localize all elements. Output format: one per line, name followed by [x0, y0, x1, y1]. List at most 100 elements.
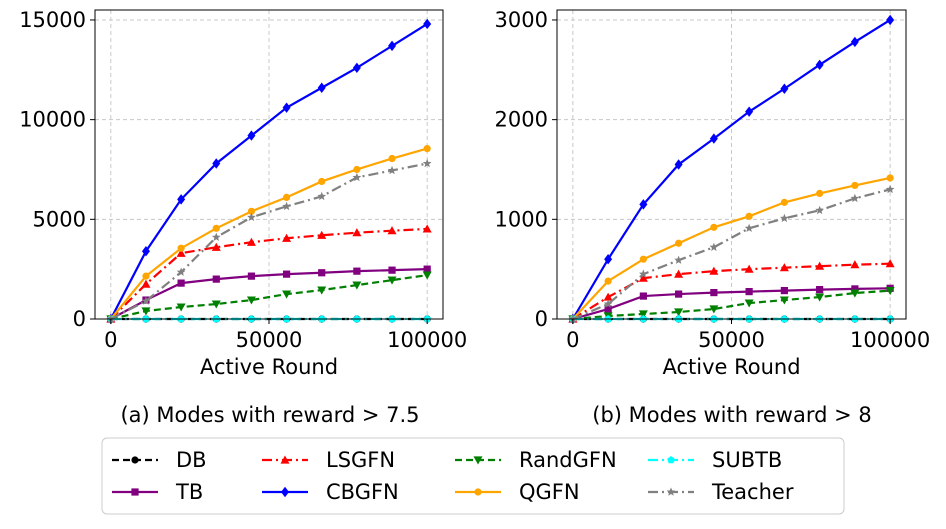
- series-line-randgfn: [572, 289, 891, 321]
- data-point-cbgfn: [674, 159, 683, 170]
- legend-swatch-marker: [473, 456, 483, 465]
- legend-label: SUBTB: [712, 448, 782, 472]
- legend-label: CBGFN: [326, 480, 399, 504]
- data-point-qgfn: [886, 174, 894, 182]
- data-point-qgfn: [604, 277, 612, 285]
- data-point-teacher: [638, 269, 648, 278]
- data-point-lsgfn: [638, 273, 648, 282]
- data-point-teacher: [850, 193, 860, 203]
- data-point-teacher: [141, 296, 151, 305]
- x-tick-label: 50000: [698, 328, 765, 352]
- data-point-randgfn: [211, 300, 221, 309]
- x-tick-label: 100000: [850, 328, 930, 352]
- data-point-cbgfn: [604, 253, 613, 265]
- data-point-qgfn: [780, 198, 788, 206]
- series-line-cbgfn: [571, 19, 891, 320]
- data-point-lsgfn: [317, 230, 327, 239]
- y-tick-label: 0: [73, 307, 86, 331]
- data-point-lsgfn: [744, 264, 754, 273]
- data-point-teacher: [744, 223, 754, 233]
- chart-panel-a: 0 50000 100000 0 5000 10000 15000 Active Round: [19, 8, 467, 379]
- series-line-cbgfn: [109, 23, 428, 320]
- data-point-cbgfn: [141, 246, 150, 257]
- data-point-teacher: [211, 232, 221, 241]
- data-point-qgfn: [423, 144, 431, 153]
- data-point-teacher: [282, 201, 291, 211]
- legend-swatch-marker: [131, 488, 139, 496]
- panel-b-caption: (b) Modes with reward > 8: [592, 403, 872, 427]
- y-tick-label: 1000: [495, 207, 548, 231]
- legend-item-qgfn: QGFN: [455, 480, 580, 504]
- data-point-tb: [710, 288, 718, 297]
- data-point-qgfn: [247, 207, 256, 215]
- data-point-qgfn: [282, 193, 291, 201]
- data-point-tb: [851, 285, 859, 293]
- data-point-teacher: [885, 184, 895, 194]
- data-point-qgfn: [745, 212, 753, 220]
- data-point-tb: [212, 275, 220, 283]
- data-point-lsgfn: [141, 279, 151, 288]
- data-point-teacher: [387, 165, 397, 175]
- data-point-randgfn: [709, 305, 719, 314]
- data-point-tb: [780, 286, 788, 295]
- legend-item-teacher: Teacher: [648, 480, 794, 504]
- data-point-qgfn: [318, 177, 326, 186]
- legend-label: QGFN: [519, 480, 580, 504]
- legend-item-db: DB: [112, 448, 207, 472]
- data-point-tb: [282, 270, 291, 278]
- data-point-cbgfn: [815, 59, 824, 71]
- legend-item-subtb: SUBTB: [648, 448, 782, 472]
- data-point-cbgfn: [177, 194, 186, 205]
- legend-swatch-marker: [474, 488, 482, 496]
- x-axis-label: Active Round: [662, 355, 800, 379]
- data-point-randgfn: [246, 296, 256, 305]
- data-point-qgfn: [710, 223, 718, 231]
- legend-label: DB: [176, 448, 207, 472]
- series-line-lsgfn: [572, 262, 891, 320]
- y-tick-label: 15000: [19, 8, 86, 32]
- data-point-qgfn: [851, 181, 859, 190]
- series-qgfn: [569, 174, 894, 323]
- data-point-cbgfn: [639, 199, 648, 210]
- data-point-teacher: [603, 299, 613, 308]
- data-point-tb: [604, 305, 612, 313]
- data-point-tb: [423, 265, 431, 273]
- data-point-tb: [247, 272, 256, 280]
- data-point-randgfn: [141, 307, 151, 316]
- x-tick-label: 0: [104, 328, 117, 352]
- data-point-lsgfn: [709, 266, 719, 275]
- series-lsgfn: [568, 259, 895, 323]
- legend-swatch-marker: [666, 487, 676, 496]
- y-tick-label: 2000: [495, 108, 548, 132]
- series-line-tb: [572, 287, 891, 321]
- data-point-qgfn: [675, 239, 683, 247]
- data-point-cbgfn: [247, 130, 256, 141]
- data-point-tb: [177, 279, 185, 287]
- data-point-qgfn: [142, 272, 150, 280]
- legend-label: LSGFN: [326, 448, 395, 472]
- data-point-randgfn: [352, 281, 362, 290]
- data-point-lsgfn: [422, 224, 432, 233]
- data-point-cbgfn: [886, 14, 895, 26]
- y-tick-label: 10000: [19, 108, 86, 132]
- data-point-lsgfn: [176, 248, 186, 257]
- data-point-teacher: [422, 158, 432, 168]
- series-line-lsgfn: [110, 227, 428, 320]
- legend-label: Teacher: [711, 480, 794, 504]
- data-point-lsgfn: [246, 237, 256, 246]
- data-point-lsgfn: [352, 228, 362, 237]
- series-line-teacher: [110, 162, 428, 320]
- series-randgfn: [106, 271, 432, 324]
- data-point-cbgfn: [352, 62, 361, 74]
- data-point-tb: [388, 266, 396, 274]
- chart-panel-b: 0 50000 100000 0 1000 2000 3000 Active Round: [495, 8, 931, 379]
- panel-a-caption: (a) Modes with reward > 7.5: [120, 403, 419, 427]
- data-point-randgfn: [638, 310, 648, 319]
- y-tick-label: 5000: [33, 207, 86, 231]
- series-line-tb: [110, 268, 428, 320]
- data-point-lsgfn: [850, 260, 860, 269]
- series-line-randgfn: [110, 274, 428, 321]
- data-point-cbgfn: [317, 82, 326, 93]
